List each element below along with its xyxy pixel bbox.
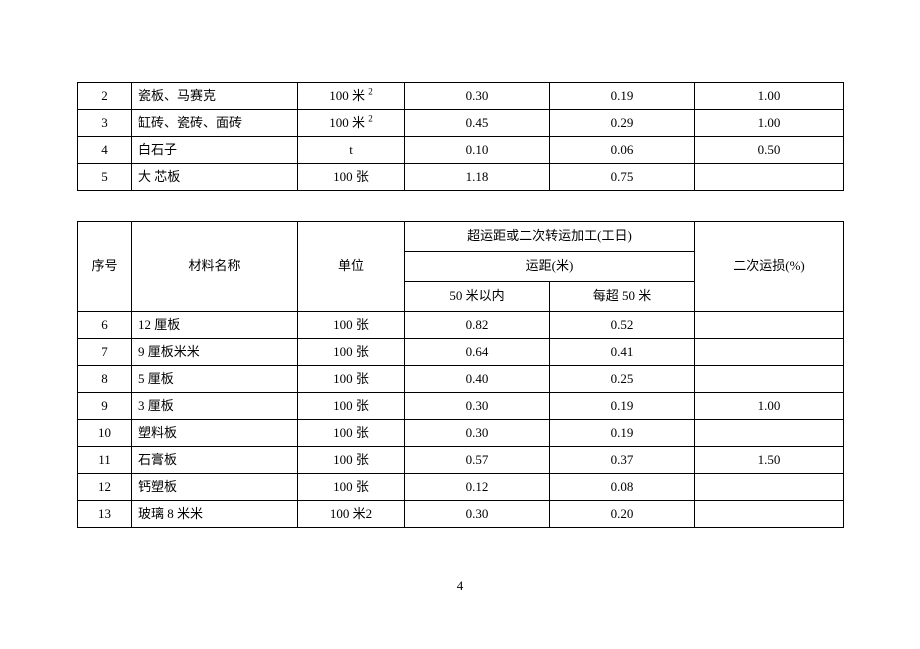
cell-loss <box>695 164 844 191</box>
cell-d1: 0.45 <box>405 110 550 137</box>
cell-d2: 0.19 <box>550 420 695 447</box>
cell-unit: 100 张 <box>298 312 405 339</box>
cell-name: 白石子 <box>132 137 298 164</box>
cell-loss <box>695 501 844 528</box>
cell-d1: 0.57 <box>405 447 550 474</box>
cell-d1: 0.82 <box>405 312 550 339</box>
cell-loss <box>695 339 844 366</box>
cell-unit: 100 张 <box>298 366 405 393</box>
cell-unit: 100 张 <box>298 474 405 501</box>
cell-seq: 10 <box>78 420 132 447</box>
bottom-table: 序号 材料名称 单位 超运距或二次转运加工(工日) 二次运损(%) 运距(米) … <box>77 221 843 528</box>
cell-loss: 1.00 <box>695 110 844 137</box>
cell-seq: 5 <box>78 164 132 191</box>
cell-seq: 7 <box>78 339 132 366</box>
cell-seq: 2 <box>78 83 132 110</box>
cell-unit: 100 米 2 <box>298 83 405 110</box>
cell-unit: 100 张 <box>298 447 405 474</box>
header-group: 超运距或二次转运加工(工日) <box>405 222 695 252</box>
cell-name: 瓷板、马赛克 <box>132 83 298 110</box>
header-d1: 50 米以内 <box>405 282 550 312</box>
header-name: 材料名称 <box>132 222 298 312</box>
cell-seq: 9 <box>78 393 132 420</box>
cell-seq: 3 <box>78 110 132 137</box>
table-row: 79 厘板米米100 张0.640.41 <box>78 339 844 366</box>
cell-d1: 0.40 <box>405 366 550 393</box>
table-row: 2瓷板、马赛克100 米 20.300.191.00 <box>78 83 844 110</box>
cell-name: 塑料板 <box>132 420 298 447</box>
cell-unit: 100 米2 <box>298 501 405 528</box>
cell-loss <box>695 366 844 393</box>
cell-unit: 100 张 <box>298 339 405 366</box>
cell-seq: 11 <box>78 447 132 474</box>
table-row: 12钙塑板100 张0.120.08 <box>78 474 844 501</box>
cell-d1: 0.12 <box>405 474 550 501</box>
cell-d1: 0.10 <box>405 137 550 164</box>
header-sub: 运距(米) <box>405 252 695 282</box>
cell-d2: 0.19 <box>550 83 695 110</box>
cell-seq: 13 <box>78 501 132 528</box>
cell-d2: 0.08 <box>550 474 695 501</box>
cell-unit: 100 米 2 <box>298 110 405 137</box>
cell-d1: 0.30 <box>405 83 550 110</box>
cell-seq: 6 <box>78 312 132 339</box>
cell-seq: 4 <box>78 137 132 164</box>
header-loss: 二次运损(%) <box>695 222 844 312</box>
table-row: 612 厘板100 张0.820.52 <box>78 312 844 339</box>
cell-name: 钙塑板 <box>132 474 298 501</box>
cell-name: 5 厘板 <box>132 366 298 393</box>
materials-table-continued: 2瓷板、马赛克100 米 20.300.191.003缸砖、瓷砖、面砖100 米… <box>77 82 844 191</box>
cell-loss: 1.50 <box>695 447 844 474</box>
page-number: 4 <box>0 578 920 594</box>
cell-loss: 1.00 <box>695 393 844 420</box>
cell-loss <box>695 420 844 447</box>
table-row: 85 厘板100 张0.400.25 <box>78 366 844 393</box>
cell-d2: 0.52 <box>550 312 695 339</box>
table-row: 11石膏板100 张0.570.371.50 <box>78 447 844 474</box>
cell-unit: 100 张 <box>298 164 405 191</box>
table-row: 3缸砖、瓷砖、面砖100 米 20.450.291.00 <box>78 110 844 137</box>
cell-name: 缸砖、瓷砖、面砖 <box>132 110 298 137</box>
cell-d2: 0.75 <box>550 164 695 191</box>
cell-d1: 1.18 <box>405 164 550 191</box>
cell-unit: t <box>298 137 405 164</box>
cell-d1: 0.30 <box>405 501 550 528</box>
cell-d2: 0.25 <box>550 366 695 393</box>
cell-loss <box>695 312 844 339</box>
cell-d1: 0.30 <box>405 420 550 447</box>
cell-seq: 8 <box>78 366 132 393</box>
header-d2: 每超 50 米 <box>550 282 695 312</box>
cell-d1: 0.30 <box>405 393 550 420</box>
cell-name: 大 芯板 <box>132 164 298 191</box>
cell-name: 12 厘板 <box>132 312 298 339</box>
table-row: 10塑料板100 张0.300.19 <box>78 420 844 447</box>
cell-seq: 12 <box>78 474 132 501</box>
cell-d2: 0.19 <box>550 393 695 420</box>
top-table-fragment: 2瓷板、马赛克100 米 20.300.191.003缸砖、瓷砖、面砖100 米… <box>77 82 843 191</box>
cell-name: 玻璃 8 米米 <box>132 501 298 528</box>
cell-name: 9 厘板米米 <box>132 339 298 366</box>
table-row: 4白石子t0.100.060.50 <box>78 137 844 164</box>
table-row: 13玻璃 8 米米100 米20.300.20 <box>78 501 844 528</box>
table-row: 93 厘板100 张0.300.191.00 <box>78 393 844 420</box>
cell-name: 石膏板 <box>132 447 298 474</box>
cell-name: 3 厘板 <box>132 393 298 420</box>
table-row: 5大 芯板100 张1.180.75 <box>78 164 844 191</box>
cell-loss: 1.00 <box>695 83 844 110</box>
cell-d2: 0.41 <box>550 339 695 366</box>
materials-table-main: 序号 材料名称 单位 超运距或二次转运加工(工日) 二次运损(%) 运距(米) … <box>77 221 844 528</box>
cell-loss: 0.50 <box>695 137 844 164</box>
cell-d1: 0.64 <box>405 339 550 366</box>
cell-unit: 100 张 <box>298 393 405 420</box>
cell-d2: 0.06 <box>550 137 695 164</box>
cell-loss <box>695 474 844 501</box>
cell-d2: 0.29 <box>550 110 695 137</box>
cell-unit: 100 张 <box>298 420 405 447</box>
header-seq: 序号 <box>78 222 132 312</box>
header-unit: 单位 <box>298 222 405 312</box>
cell-d2: 0.20 <box>550 501 695 528</box>
cell-d2: 0.37 <box>550 447 695 474</box>
